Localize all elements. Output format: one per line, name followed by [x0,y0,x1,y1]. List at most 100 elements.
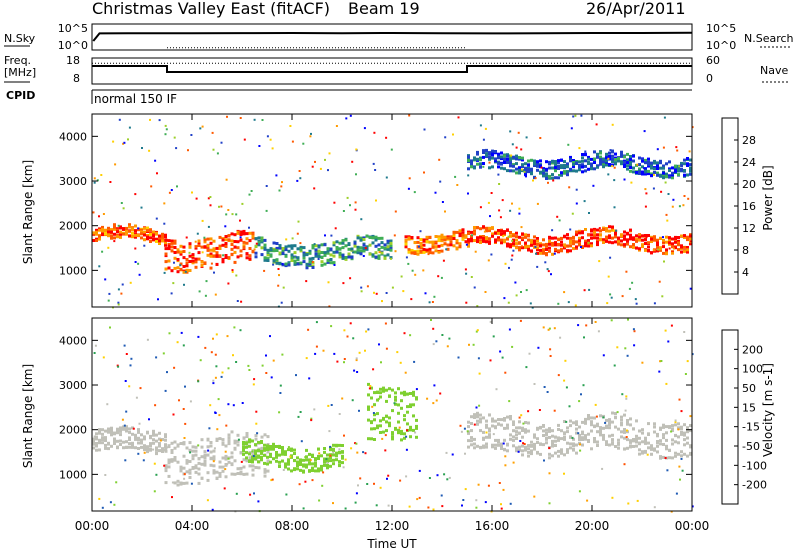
scatter-cell [282,469,285,471]
scatter-cell [327,404,330,407]
data-cell [620,418,623,422]
data-cell [311,256,315,260]
scatter-cell [398,426,401,429]
data-cell [497,236,500,240]
data-cell [320,260,324,264]
data-cell [620,430,623,434]
scatter-cell [594,321,597,323]
scatter-cell [134,261,137,263]
scatter-cell [628,287,631,290]
data-cell [533,235,536,239]
data-cell [257,466,261,470]
data-cell [290,259,294,262]
data-cell [134,229,137,233]
data-cell [647,162,650,166]
data-cell [500,241,503,245]
data-cell [467,155,470,159]
data-cell [326,459,329,463]
scatter-cell [295,374,297,377]
data-cell [554,439,557,443]
data-cell [281,459,284,463]
data-cell [278,465,281,468]
data-cell [155,231,158,235]
data-cell [635,246,638,250]
data-cell [599,433,602,437]
data-cell [680,250,683,254]
scatter-cell [218,205,220,208]
data-cell [379,419,382,423]
scatter-cell [535,252,537,255]
data-cell [671,245,674,249]
data-cell [617,240,620,244]
data-cell [473,226,476,229]
data-cell [458,242,462,246]
scatter-cell [464,488,467,491]
scatter-cell [319,167,322,170]
data-cell [602,433,605,437]
data-cell [506,443,509,447]
data-cell [557,176,560,180]
data-cell [608,418,611,422]
data-cell [236,472,240,475]
data-cell [677,239,680,243]
data-cell [110,236,113,240]
data-cell [122,427,125,431]
data-cell [653,167,656,171]
data-cell [146,447,149,451]
data-cell [377,248,381,251]
data-cell [194,464,198,468]
data-cell [236,443,240,447]
scatter-cell [235,361,238,363]
data-cell [671,176,674,180]
data-cell [212,457,216,461]
data-cell [617,242,620,246]
data-cell [176,248,180,252]
scatter-cell [616,346,619,349]
data-cell [203,240,207,244]
data-cell [485,442,488,446]
scatter-cell [220,205,223,208]
data-cell [680,245,683,249]
data-cell [518,157,521,161]
data-cell [284,245,288,249]
data-cell [479,156,482,160]
scatter-cell [342,210,345,212]
data-cell [254,452,257,456]
scatter-cell [423,128,426,131]
scatter-cell [522,422,525,425]
data-cell [638,238,641,242]
scatter-cell [311,165,314,168]
data-cell [134,235,137,239]
data-cell [638,429,641,433]
data-cell [554,451,557,455]
data-cell [218,247,222,250]
scatter-cell [354,442,357,445]
data-cell [668,168,671,172]
scatter-cell [552,179,555,182]
data-cell [485,229,488,233]
data-cell [689,424,692,427]
data-cell [215,254,219,258]
data-cell [476,226,479,230]
data-cell [218,437,222,441]
data-cell [391,435,394,439]
scatter-cell [137,452,140,455]
data-cell [194,470,198,474]
data-cell [686,250,689,254]
data-cell [131,445,134,449]
data-cell [146,229,149,233]
data-cell [440,249,444,253]
data-cell [170,269,174,273]
scatter-cell [379,486,382,489]
data-cell [149,442,152,446]
scatter-cell [680,457,683,460]
data-cell [161,447,164,451]
scatter-cell [237,438,240,441]
scatter-cell [621,295,624,298]
data-cell [367,407,370,411]
data-cell [107,233,110,237]
x-tick-label: 12:00 [375,519,410,533]
scatter-cell [102,213,105,215]
scatter-cell [142,459,145,462]
scatter-cell [175,147,178,150]
